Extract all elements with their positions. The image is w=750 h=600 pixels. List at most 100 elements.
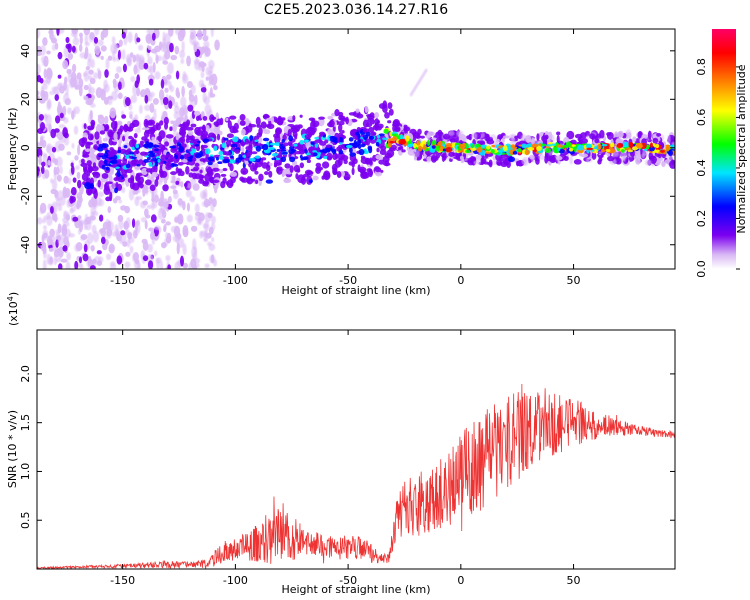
spectral-blob (374, 112, 380, 119)
spectral-blob (48, 247, 54, 252)
spectral-blob (586, 143, 592, 149)
spectral-blob (190, 123, 197, 128)
spectral-blob (92, 258, 97, 264)
spectral-blob (180, 181, 184, 188)
spectral-blob (200, 144, 204, 150)
spectral-blob (93, 29, 100, 36)
spectral-blob (74, 155, 79, 161)
spectral-blob (62, 221, 70, 228)
spectral-blob (100, 236, 106, 245)
spectral-blob (212, 179, 220, 184)
spectral-blob (78, 220, 83, 233)
spectral-blob (192, 157, 197, 162)
spectral-blob (348, 161, 354, 166)
spectral-blob (147, 56, 153, 65)
spectral-blob (193, 110, 201, 116)
spectral-blob (70, 162, 74, 168)
spectral-blob (388, 108, 394, 116)
spectrogram-ylabel: Frequency (Hz) (6, 108, 19, 191)
spectral-blob (375, 142, 380, 147)
spectral-blob (655, 143, 660, 149)
spectral-blob (179, 29, 186, 39)
spectral-blob (85, 148, 91, 152)
spectral-blob (116, 159, 123, 162)
spectral-blob (165, 235, 172, 244)
spectral-blob (181, 134, 186, 138)
spectral-blob (70, 76, 77, 88)
spectral-blob (378, 159, 385, 165)
spectral-blob (459, 144, 463, 149)
spectral-blob (49, 90, 56, 95)
spectral-blob (114, 187, 119, 194)
spectral-blob (204, 148, 211, 155)
spectral-blob (202, 138, 210, 143)
spectral-blob (290, 125, 298, 131)
spectral-blob (71, 63, 77, 73)
x-tick-label: -100 (223, 574, 248, 587)
spectral-blob (77, 215, 82, 220)
spectral-blob (666, 134, 671, 144)
spectral-blob (104, 163, 112, 167)
spectral-blob (355, 108, 360, 113)
spectral-blob (111, 36, 116, 44)
spectral-blob (552, 146, 558, 151)
spectral-blob (52, 37, 56, 44)
spectral-blob (54, 158, 59, 166)
spectral-blob (82, 253, 89, 262)
spectral-blob (268, 170, 273, 178)
spectral-blob (104, 183, 108, 190)
spectral-blob (281, 139, 285, 144)
spectral-blob (282, 142, 289, 147)
x-tick-label: -50 (339, 574, 357, 587)
spectral-blob (509, 141, 518, 145)
spectral-blob (139, 183, 144, 189)
spectral-blob (97, 191, 105, 198)
spectral-blob (389, 140, 396, 144)
spectral-blob (253, 135, 260, 140)
spectral-blob (101, 143, 109, 149)
spectral-blob (198, 63, 203, 72)
spectral-blob (202, 29, 207, 37)
spectral-blob (137, 44, 144, 51)
spectral-blob (376, 119, 381, 124)
spectral-blob (186, 119, 191, 126)
spectral-blob (71, 142, 75, 149)
spectral-blob (255, 145, 262, 152)
spectral-blob (296, 168, 301, 173)
spectral-blob (87, 59, 92, 69)
spectral-blob (166, 62, 174, 75)
spectral-blob (163, 201, 169, 208)
spectral-blob (208, 243, 216, 251)
spectral-blob (601, 143, 608, 147)
spectral-blob (538, 154, 545, 161)
spectral-blob (79, 263, 84, 269)
spectral-blob (205, 124, 210, 132)
spectral-blob (151, 136, 156, 141)
spectral-blob (390, 144, 397, 150)
spectral-blob (146, 157, 151, 161)
spectral-blob (192, 183, 200, 191)
spectral-blob (198, 230, 204, 239)
spectral-blob (162, 209, 167, 219)
spectral-blob (95, 196, 102, 207)
spectral-blob (177, 213, 184, 225)
spectral-blob (87, 215, 93, 225)
spectral-blob (45, 67, 53, 79)
spectral-blob (67, 43, 72, 53)
spectral-blob (606, 152, 611, 157)
spectral-blob (490, 148, 495, 154)
spectral-blob (238, 154, 242, 159)
spectral-blob (63, 117, 69, 124)
colorbar-tick-label: 0.0 (695, 260, 708, 278)
spectral-blob (51, 179, 58, 191)
spectral-blob (189, 139, 196, 144)
spectral-blob (80, 234, 86, 242)
spectral-blob (282, 169, 286, 177)
spectral-blob (336, 171, 342, 179)
spectral-blob (79, 34, 83, 45)
spectral-blob (112, 57, 117, 62)
spectral-blob (325, 144, 332, 149)
spectral-blob (205, 66, 210, 76)
spectral-blob (90, 154, 97, 159)
spectral-blob (207, 161, 213, 166)
